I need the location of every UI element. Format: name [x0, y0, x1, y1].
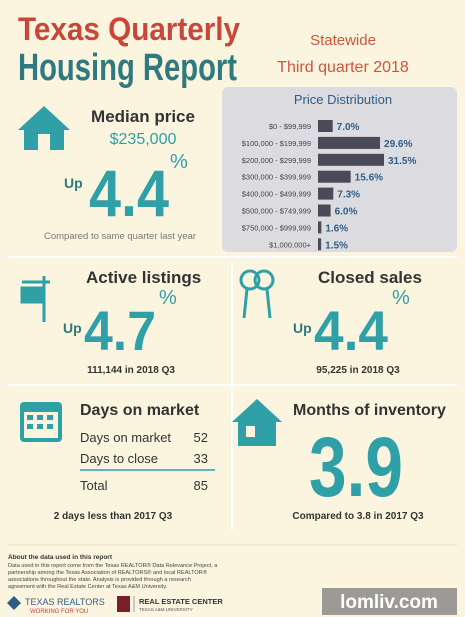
row-value: 85 [194, 478, 208, 493]
value-label: 15.6% [355, 173, 383, 184]
bar [318, 238, 322, 251]
value-label: 1.6% [325, 223, 348, 234]
bar [318, 221, 322, 234]
logo-tagline: WORKING FOR YOU [30, 609, 88, 615]
calendar-icon [20, 402, 62, 442]
footer-text: associations throughout the state. Analy… [8, 577, 191, 583]
category-label: $100,000 - $199,999 [242, 139, 311, 148]
category-label: $200,000 - $299,999 [242, 156, 311, 165]
chart-panel [222, 87, 457, 252]
logo-mark [117, 596, 130, 612]
title-line-1: Texas Quarterly [18, 11, 240, 47]
row-value: 33 [194, 451, 208, 466]
section-label: Active listings [86, 268, 201, 287]
change-value: 4.4 [314, 299, 388, 362]
section-label: Closed sales [318, 268, 422, 287]
direction: Up [63, 320, 82, 336]
category-label: $1,000,000+ [269, 240, 312, 249]
direction: Up [293, 320, 312, 336]
footer-text: agreement with the Real Estate Center at… [8, 584, 168, 590]
value-label: 31.5% [388, 156, 416, 167]
house-icon [18, 106, 70, 150]
value-label: 1.5% [325, 240, 348, 251]
section-label: Median price [91, 107, 195, 126]
change-unit: % [392, 287, 410, 309]
region: Statewide [310, 32, 376, 49]
bar [318, 120, 333, 132]
value-label: 29.6% [384, 139, 412, 150]
section-label: Months of inventory [293, 402, 446, 419]
keys-icon [239, 269, 275, 319]
category-label: $300,000 - $399,999 [242, 173, 311, 182]
bar [318, 170, 351, 183]
sign-icon [20, 276, 50, 322]
change-unit: % [159, 287, 177, 309]
logo-name: TEXAS REALTORS [25, 597, 105, 607]
category-label: $500,000 - $749,999 [242, 207, 311, 216]
note: Compared to 3.8 in 2017 Q3 [292, 511, 424, 522]
title-line-2: Housing Report [18, 47, 237, 89]
footer-heading: About the data used in this report [8, 554, 113, 561]
bar-chart: $0 - $99,999 7.0% $100,000 - $199,999 29.6%… [242, 120, 416, 251]
watermark: lomliv.com [340, 592, 438, 613]
note: 95,225 in 2018 Q3 [316, 365, 400, 376]
change-value: 4.7 [84, 299, 156, 362]
watermark-bg [322, 588, 457, 615]
bar [318, 153, 384, 166]
logo-mark [7, 596, 21, 610]
value-label: 6.0% [335, 207, 358, 218]
note: Compared to same quarter last year [44, 231, 196, 242]
category-label: $400,000 - $499,999 [242, 190, 311, 199]
note: 2 days less than 2017 Q3 [54, 511, 173, 522]
footer-text: partnership among the Texas Association … [8, 569, 208, 576]
change-unit: % [170, 151, 188, 173]
value-label: 7.0% [337, 122, 360, 133]
row-label: Days to close [80, 451, 158, 466]
bar [318, 136, 381, 149]
median-price: $235,000 [110, 131, 177, 148]
row-label: Total [80, 478, 108, 493]
row-label: Days on market [80, 430, 171, 445]
category-label: $0 - $99,999 [269, 122, 311, 131]
inventory-value: 3.9 [309, 420, 403, 514]
category-label: $750,000 - $999,999 [242, 223, 311, 232]
period: Third quarter 2018 [277, 59, 409, 76]
bar [318, 204, 331, 217]
house-icon [232, 399, 282, 446]
note: 111,144 in 2018 Q3 [87, 365, 175, 376]
chart-title: Price Distribution [294, 92, 392, 107]
logo-name: REAL ESTATE CENTER [139, 597, 223, 606]
logo-tagline: TEXAS A&M UNIVERSITY [139, 607, 193, 612]
bar [318, 187, 334, 200]
value-label: 7.3% [337, 190, 360, 201]
row-value: 52 [194, 430, 208, 445]
section-label: Days on market [80, 402, 200, 419]
footer-text: Data used in this report come from the T… [8, 562, 218, 569]
direction: Up [64, 175, 83, 191]
change-value: 4.4 [89, 156, 169, 230]
